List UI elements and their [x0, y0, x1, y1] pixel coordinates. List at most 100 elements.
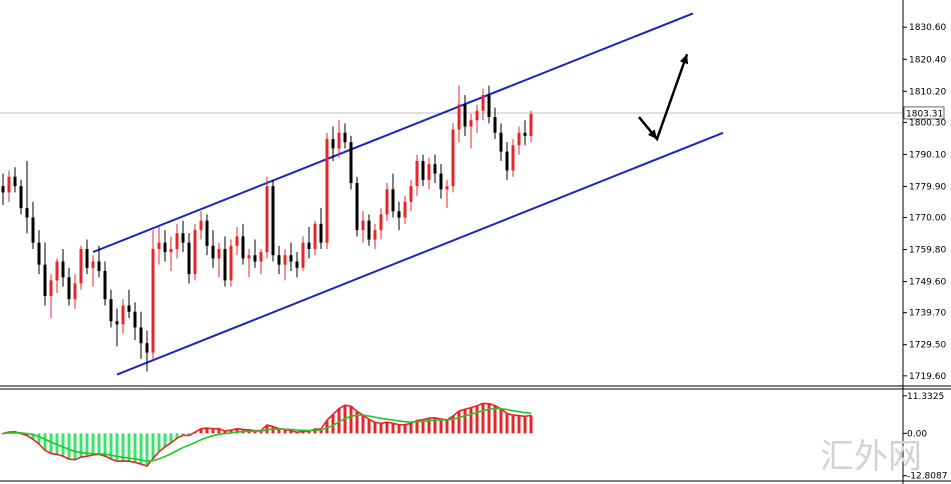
candle — [91, 255, 95, 287]
candle — [325, 132, 329, 249]
candle — [169, 236, 173, 271]
macd-histogram-bar — [169, 433, 173, 443]
candle — [451, 123, 455, 193]
macd-tick-label: 0.00 — [907, 429, 927, 439]
macd-histogram-bar — [175, 433, 179, 439]
macd-histogram-bar — [457, 411, 461, 434]
candle — [493, 107, 497, 140]
candle — [115, 308, 119, 347]
macd-histogram-bar — [307, 431, 311, 434]
macd-histogram-bar — [301, 431, 305, 434]
macd-histogram-bar — [367, 419, 371, 434]
candle — [517, 126, 521, 155]
price-tick-label: 1779.90 — [909, 182, 946, 192]
channel-upper-line — [92, 12, 694, 254]
candle — [373, 223, 377, 249]
macd-histogram-bar — [145, 433, 149, 467]
candle — [229, 239, 233, 287]
macd-histogram-bar — [289, 430, 293, 434]
macd-histogram-bar — [445, 419, 449, 434]
macd-histogram-bar — [325, 420, 329, 434]
candle — [19, 179, 23, 215]
macd-histogram-bar — [253, 430, 257, 434]
candle — [355, 176, 359, 237]
candle — [439, 164, 443, 199]
price-pane — [0, 12, 903, 376]
macd-histogram-bar — [109, 433, 113, 459]
macd-histogram-bar — [229, 430, 233, 434]
candle — [43, 242, 47, 306]
macd-histogram-bar — [379, 423, 383, 434]
candle — [463, 95, 467, 136]
macd-histogram-bar — [277, 428, 281, 434]
macd-histogram-bar — [199, 428, 203, 434]
macd-histogram-bar — [31, 433, 35, 440]
price-tick-label: 1739.70 — [909, 309, 946, 319]
macd-histogram-bar — [517, 415, 521, 434]
candle — [367, 214, 371, 246]
macd-histogram-bar — [409, 423, 413, 434]
candle — [1, 173, 5, 205]
candle — [265, 176, 269, 259]
candle — [499, 123, 503, 162]
candle — [67, 267, 71, 306]
candle — [343, 123, 347, 149]
macd-histogram-bar — [505, 413, 509, 434]
macd-histogram-bar — [313, 429, 317, 434]
macd-histogram-bar — [67, 433, 71, 460]
macd-histogram-bar — [139, 433, 143, 465]
candle — [253, 239, 257, 268]
candle — [421, 154, 425, 187]
price-tick-label: 1810.20 — [909, 87, 946, 97]
macd-histogram-bar — [181, 433, 185, 436]
candle — [49, 274, 53, 319]
channel-lower-line — [116, 131, 724, 376]
current-price-label: 1803.31 — [906, 109, 943, 119]
candle — [361, 211, 365, 243]
candle — [13, 167, 17, 193]
macd-histogram-bar — [283, 429, 287, 434]
candle — [415, 154, 419, 196]
candle — [385, 183, 389, 221]
candle — [31, 201, 35, 249]
candle — [259, 248, 263, 275]
macd-histogram-bar — [97, 433, 101, 455]
candle — [427, 157, 431, 190]
price-tick-label: 1749.60 — [909, 278, 946, 288]
macd-histogram-bar — [397, 424, 401, 434]
macd-histogram-bar — [451, 416, 455, 434]
macd-histogram-bar — [439, 419, 443, 434]
macd-histogram-bar — [235, 428, 239, 434]
macd-histogram-bar — [349, 406, 353, 434]
macd-histogram-bar — [43, 433, 47, 451]
macd-histogram-bar — [163, 433, 167, 447]
candle — [25, 161, 29, 234]
current-price-tag — [903, 106, 945, 120]
candle — [331, 126, 335, 162]
macd-histogram-bar — [205, 428, 209, 434]
price-tick-label: 1729.50 — [909, 341, 946, 351]
candle — [37, 230, 41, 275]
candle — [529, 110, 533, 143]
candle — [475, 104, 479, 133]
candle — [505, 142, 509, 180]
macd-histogram-bar — [475, 405, 479, 434]
macd-histogram-bar — [463, 409, 467, 434]
candle — [457, 85, 461, 143]
candle — [61, 248, 65, 287]
macd-histogram-bar — [217, 428, 221, 434]
watermark: 汇外网 — [820, 437, 922, 477]
candle — [307, 226, 311, 259]
candle — [193, 223, 197, 281]
macd-histogram-bar — [127, 433, 131, 462]
macd-histogram-bar — [61, 433, 65, 457]
candle — [7, 170, 11, 202]
forecast-arrowhead-up — [679, 54, 689, 65]
macd-histogram-bar — [487, 403, 491, 434]
candle — [109, 289, 113, 328]
candle — [187, 233, 191, 284]
candle — [235, 226, 239, 256]
macd-histogram-bar — [511, 415, 515, 434]
candle — [445, 179, 449, 209]
